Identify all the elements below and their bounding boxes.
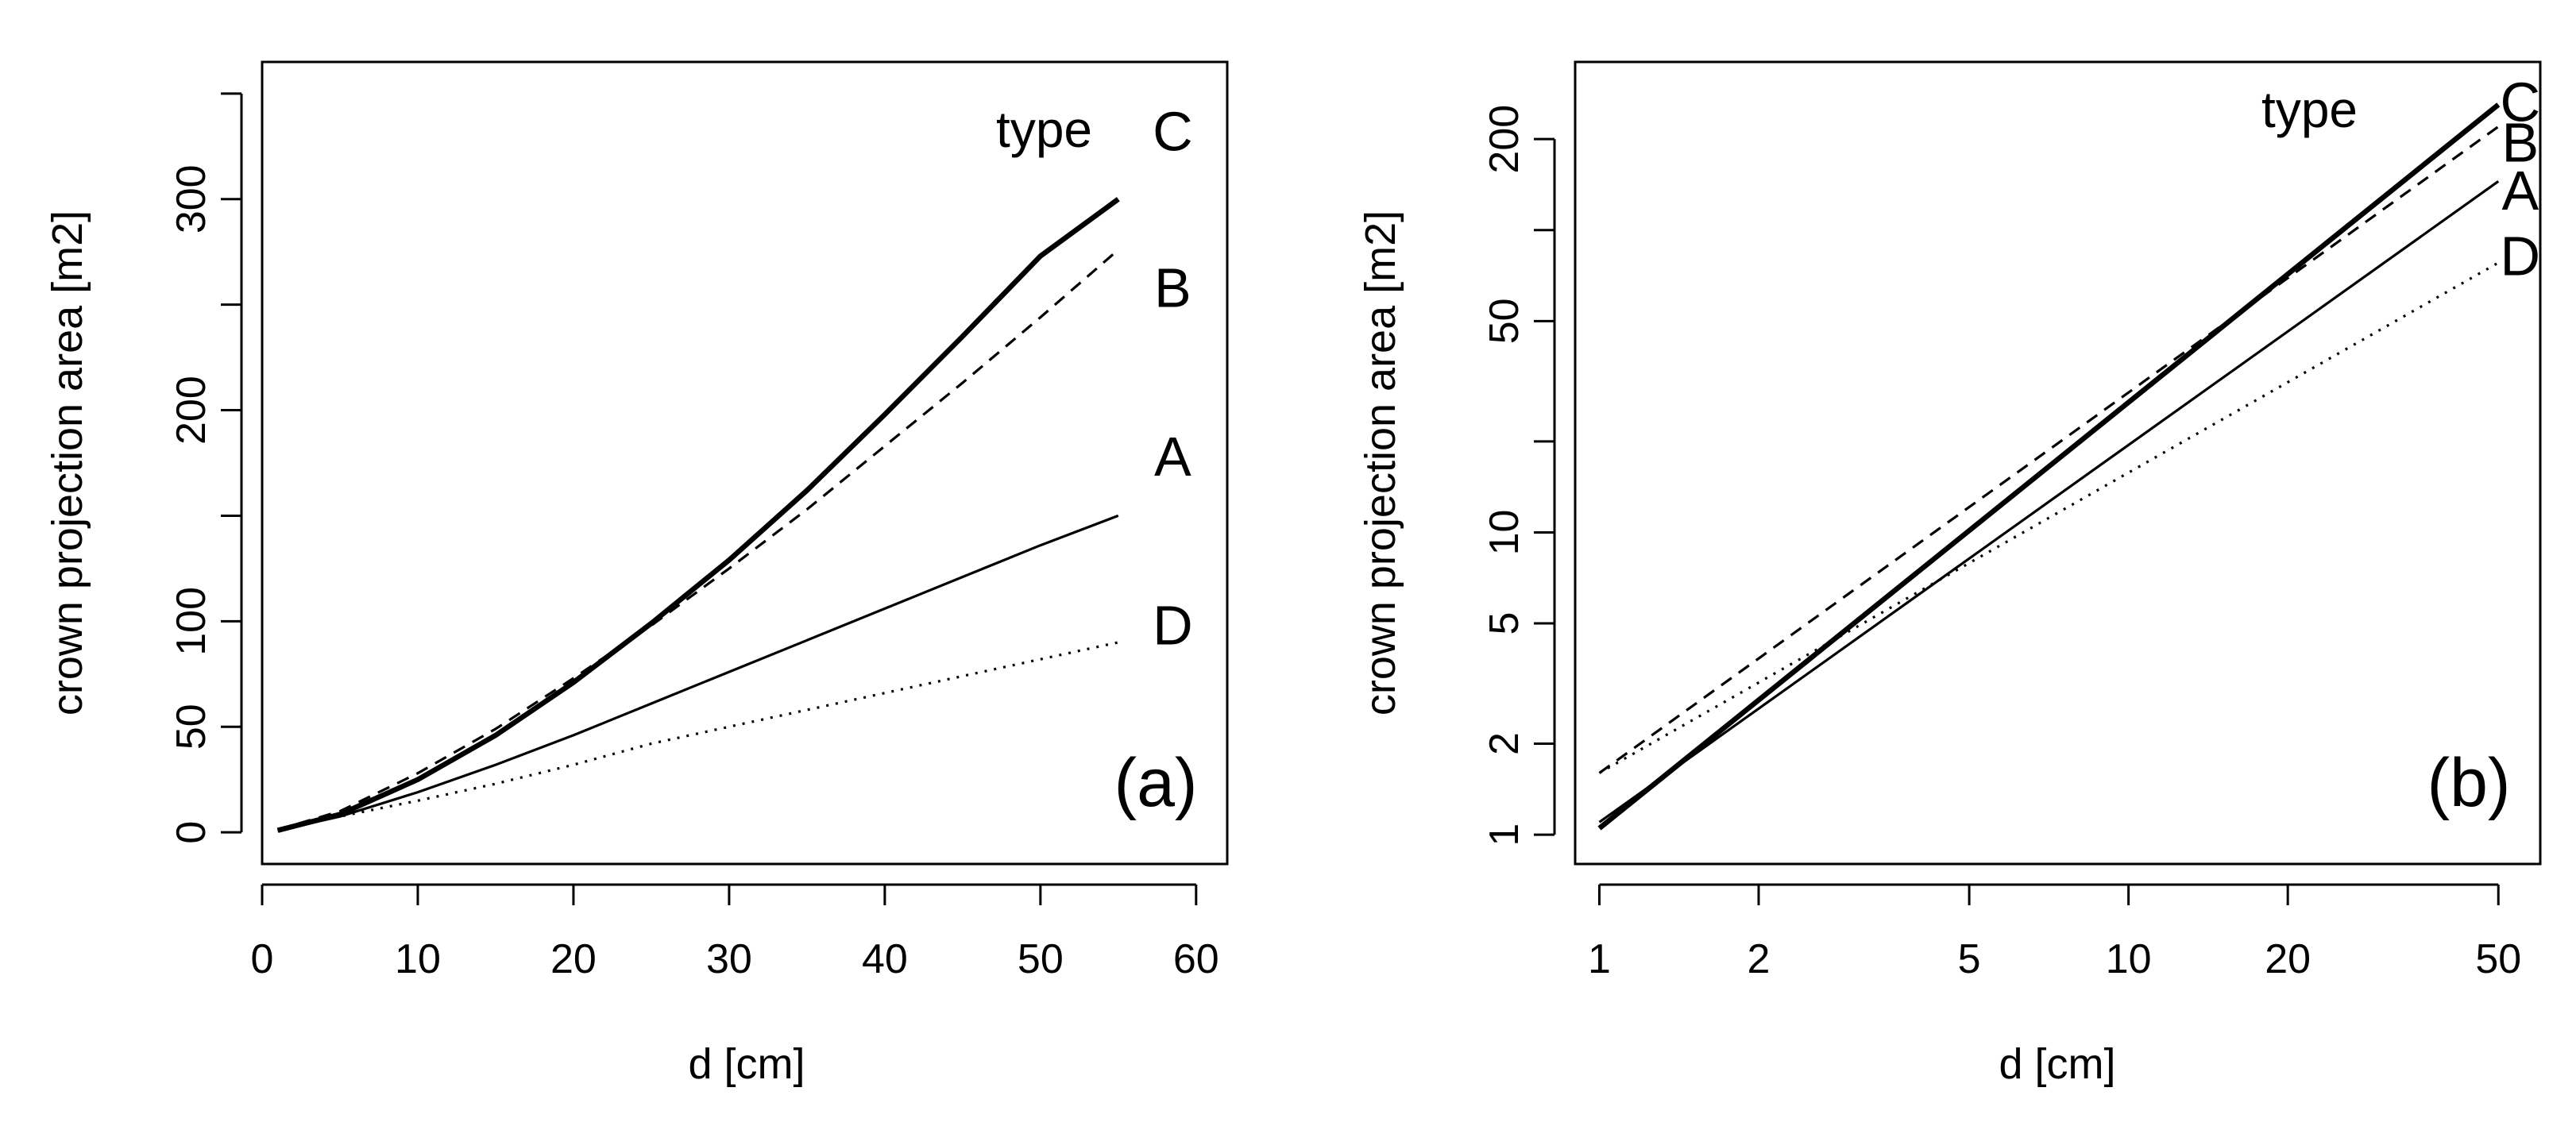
y-tick-label: 300 — [168, 164, 214, 233]
y-axis-title: crown projection area [m2] — [44, 210, 91, 715]
plot-frame — [261, 60, 1229, 866]
series-line-A — [1598, 180, 2500, 823]
series-line-C — [1597, 102, 2501, 831]
x-tick-label: 10 — [395, 936, 441, 982]
series-label-B: B — [1154, 256, 1191, 318]
x-axis-title: d [cm] — [688, 1040, 805, 1088]
x-tick-label: 5 — [1958, 936, 1981, 982]
x-tick-label: 50 — [2475, 936, 2521, 982]
x-tick-label: 0 — [251, 936, 274, 982]
x-tick-label: 40 — [862, 936, 908, 982]
panel-a: 0 10 20 30 40 50 60 0 50 100 200 300 d [cm] crown pro… — [44, 60, 1229, 1088]
x-tick-label: 2 — [1748, 936, 1771, 982]
y-tick-label: 50 — [168, 704, 214, 750]
series-label-A: A — [2501, 160, 2539, 222]
panel-tag: (b) — [2427, 745, 2510, 821]
y-tick-label: 1 — [1481, 823, 1527, 847]
x-tick-label: 30 — [706, 936, 752, 982]
x-tick-label: 20 — [550, 936, 597, 982]
series-label-B: B — [2501, 111, 2539, 173]
y-tick-label: 100 — [168, 587, 214, 656]
series-label-A: A — [1154, 426, 1191, 488]
series-line-A — [277, 514, 1119, 832]
panel-b: 1 2 5 10 20 50 1 2 5 10 50 200 d [cm] crown projectio… — [1357, 60, 2542, 1088]
x-tick-label: 60 — [1173, 936, 1219, 982]
legend-title: type — [996, 101, 1092, 158]
y-tick-label: 0 — [168, 821, 214, 844]
y-tick-label: 2 — [1481, 732, 1527, 755]
y-tick-label: 50 — [1481, 298, 1527, 344]
legend-title: type — [2261, 81, 2358, 138]
series-line-D — [277, 641, 1119, 831]
series-label-C: C — [2501, 71, 2541, 133]
y-tick-label: 200 — [168, 376, 214, 445]
x-tick-label: 20 — [2265, 936, 2311, 982]
series-label-C: C — [1153, 101, 1193, 163]
y-tick-label: 5 — [1481, 612, 1527, 635]
series-line-B — [277, 249, 1119, 831]
plot-frame — [1574, 60, 2542, 866]
y-tick-label: 200 — [1481, 105, 1527, 174]
series-label-D: D — [1153, 595, 1193, 657]
y-axis-title: crown projection area [m2] — [1357, 210, 1404, 715]
panel-tag: (a) — [1114, 745, 1197, 821]
series-label-D: D — [2501, 226, 2541, 287]
series-line-D — [1598, 261, 2500, 774]
series-line-C — [276, 197, 1120, 833]
x-axis-title: d [cm] — [1999, 1040, 2115, 1088]
y-tick-label: 10 — [1481, 510, 1527, 556]
series-line-B — [1598, 125, 2500, 774]
x-tick-label: 10 — [2106, 936, 2152, 982]
x-tick-label: 50 — [1018, 936, 1064, 982]
x-tick-label: 1 — [1588, 936, 1611, 982]
